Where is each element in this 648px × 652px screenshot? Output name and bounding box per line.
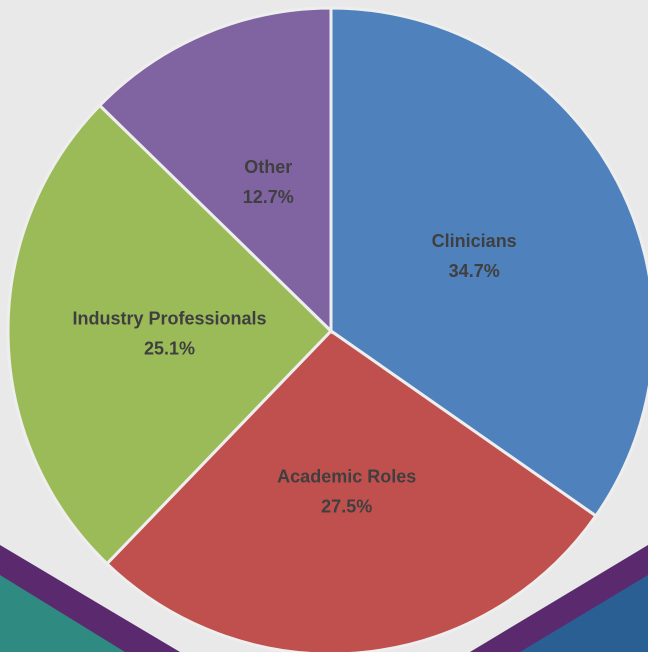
slice-value-label: 27.5% [321,496,372,516]
pie-labels: Clinicians 34.7% Academic Roles 27.5% Indust… [72,157,516,517]
decor-blue-right [520,575,648,652]
slice-label: Industry Professionals [72,308,266,328]
slice-value-label: 25.1% [144,338,195,358]
pie-slice [97,6,333,335]
pie-slice [6,103,334,566]
slice-label: Clinicians [432,231,517,251]
decor-teal-left [0,575,125,652]
slice-label: Academic Roles [277,466,416,486]
pie [6,6,648,652]
slice-label: Other [244,157,292,177]
pie-slice [329,6,648,518]
slice-value-label: 12.7% [243,187,294,207]
pie-slice [104,329,598,652]
slice-value-label: 34.7% [449,261,500,281]
